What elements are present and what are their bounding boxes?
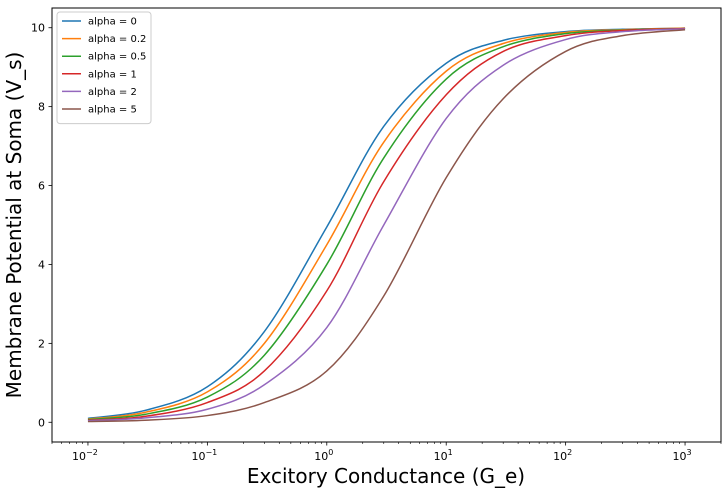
- x-tick-label: 10−2: [72, 448, 98, 463]
- series-line-4: [87, 28, 686, 422]
- y-axis: 0 2 4 6 8 10: [31, 22, 52, 429]
- y-tick-label: 4: [38, 258, 45, 271]
- x-tick-label: 103: [673, 448, 692, 463]
- legend-entry: alpha = 2: [88, 87, 137, 98]
- legend-entry: alpha = 1: [88, 69, 137, 80]
- y-tick-label: 8: [38, 101, 45, 114]
- x-axis-label: Excitory Conductance (G_e): [247, 464, 525, 488]
- x-tick-label: 100: [314, 448, 333, 463]
- legend-entry: alpha = 0: [88, 17, 137, 28]
- series-lines: [87, 27, 686, 423]
- plot-area: [51, 7, 722, 443]
- y-tick-label: 10: [31, 22, 45, 35]
- y-axis-label: Membrane Potential at Soma (V_s): [2, 52, 26, 399]
- y-tick-label: 0: [38, 416, 45, 429]
- x-tick-label: 10−1: [191, 448, 217, 463]
- x-axis: 10−2 10−1 100 101 102 103: [51, 442, 722, 463]
- legend-entry: alpha = 5: [88, 105, 137, 116]
- series-line-1: [87, 27, 686, 420]
- legend-entry: alpha = 0.2: [88, 34, 146, 45]
- legend-entry: alpha = 0.5: [88, 52, 146, 63]
- y-tick-label: 2: [38, 337, 45, 350]
- legend: alpha = 0 alpha = 0.2 alpha = 0.5 alpha = 1…: [56, 11, 152, 125]
- series-line-5: [87, 28, 686, 423]
- legend-box: [56, 11, 152, 125]
- series-line-3: [87, 27, 686, 422]
- series-line-2: [87, 27, 686, 421]
- y-tick-label: 6: [38, 180, 45, 193]
- x-tick-label: 102: [553, 448, 572, 463]
- x-tick-label: 101: [434, 448, 453, 463]
